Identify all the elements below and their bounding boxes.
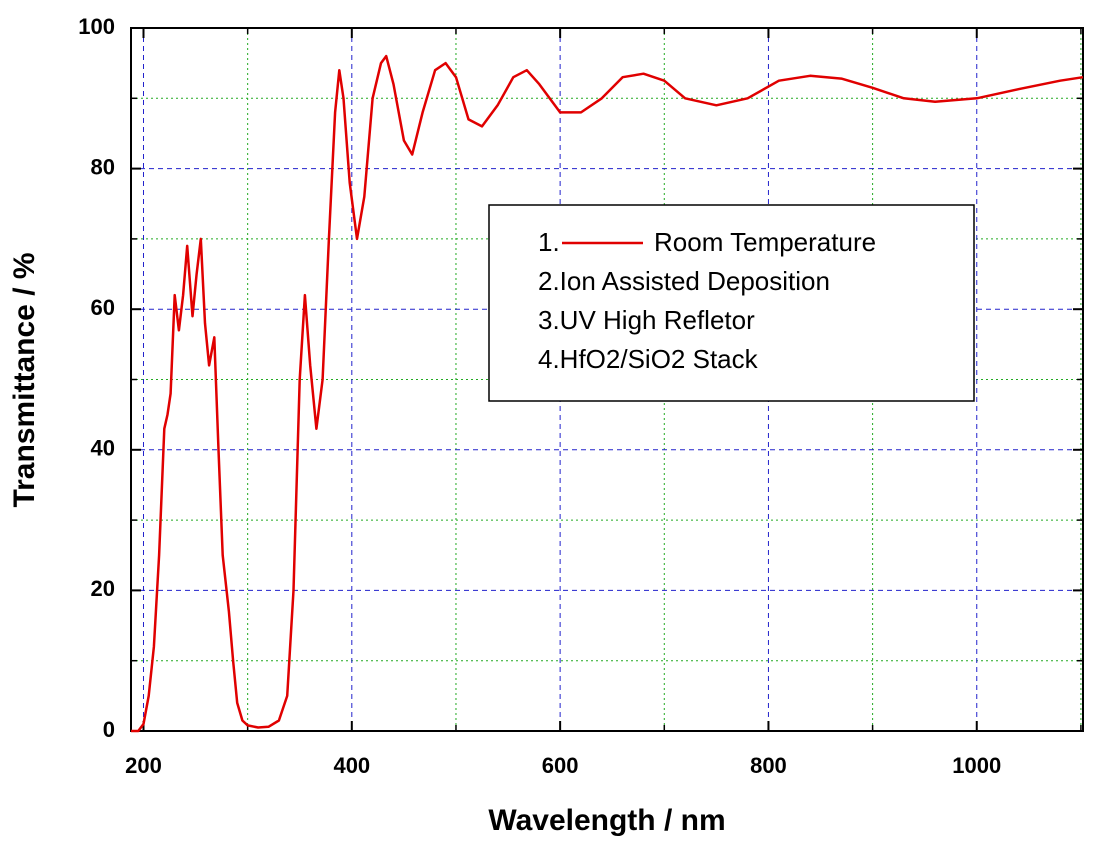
x-tick-label: 400 — [333, 753, 370, 778]
x-tick-label: 600 — [542, 753, 579, 778]
y-tick-label: 60 — [91, 295, 115, 320]
x-axis-title: Wavelength / nm — [488, 804, 725, 837]
legend-label: Room Temperature — [654, 227, 876, 257]
legend-note: 3.UV High Refletor — [538, 305, 755, 335]
x-tick-label: 200 — [125, 753, 162, 778]
y-tick-label: 0 — [103, 717, 115, 742]
legend-box — [488, 204, 975, 402]
legend-note: 2.Ion Assisted Deposition — [538, 266, 830, 296]
x-tick-label: 1000 — [952, 753, 1001, 778]
legend-note: 4.HfO2/SiO2 Stack — [538, 344, 759, 374]
legend-note: 1. — [538, 227, 560, 257]
y-axis-title: Transmittance / % — [8, 252, 41, 507]
y-tick-label: 20 — [91, 576, 115, 601]
x-tick-label: 800 — [750, 753, 787, 778]
y-tick-label: 100 — [78, 14, 115, 39]
plot-frame — [130, 27, 1084, 732]
y-tick-label: 40 — [91, 436, 115, 461]
line-series — [131, 54, 1084, 733]
y-tick-label: 80 — [91, 154, 115, 179]
